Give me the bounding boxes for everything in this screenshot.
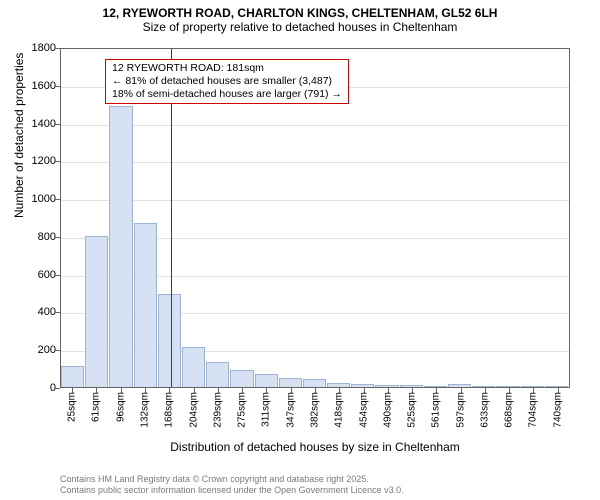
y-tick-label: 1400 [16,118,56,130]
x-tick: 239sqm [206,388,230,428]
histogram-bar [255,374,278,387]
x-tick-label: 525sqm [407,392,418,428]
plot-region: 12 RYEWORTH ROAD: 181sqm ← 81% of detach… [60,48,570,388]
x-tick-label: 418sqm [334,392,345,428]
footer-line-2: Contains public sector information licen… [60,485,404,496]
y-tick-label: 1200 [16,155,56,167]
histogram-bar [158,294,181,387]
x-tick: 454sqm [351,388,375,428]
x-tick-label: 597sqm [455,392,466,428]
histogram-bar [230,370,253,387]
y-tick-label: 0 [16,382,56,394]
title-line-1: 12, RYEWORTH ROAD, CHARLTON KINGS, CHELT… [0,6,600,20]
x-tick: 311sqm [254,388,278,428]
x-tick-label: 561sqm [431,392,442,428]
x-tick: 418sqm [327,388,351,428]
histogram-bar [109,106,132,387]
x-tick-label: 454sqm [358,392,369,428]
x-tick-label: 25sqm [67,392,78,422]
y-tick-label: 800 [16,231,56,243]
x-tick-label: 347sqm [285,392,296,428]
x-tick: 168sqm [157,388,181,428]
histogram-bar [279,378,302,387]
y-tick-mark [55,237,60,238]
histogram-bar [400,385,423,387]
y-tick-mark [55,86,60,87]
x-tick-label: 740sqm [552,392,563,428]
x-tick: 704sqm [521,388,545,428]
y-tick-mark [55,124,60,125]
histogram-bar [424,386,447,387]
x-tick-label: 382sqm [309,392,320,428]
x-axis-label: Distribution of detached houses by size … [60,440,570,454]
x-ticks: 25sqm 61sqm 96sqm 132sqm 168sqm 204sqm 239sqm 2… [60,388,570,428]
y-tick-mark [55,161,60,162]
histogram-bar [351,384,374,387]
x-tick-label: 239sqm [212,392,223,428]
x-tick-label: 61sqm [91,392,102,422]
x-tick: 275sqm [230,388,254,428]
chart-title-block: 12, RYEWORTH ROAD, CHARLTON KINGS, CHELT… [0,0,600,35]
annotation-line-3: 18% of semi-detached houses are larger (… [112,88,342,101]
histogram-bar [303,379,326,387]
x-tick: 96sqm [109,388,133,428]
annotation-line-2: ← 81% of detached houses are smaller (3,… [112,75,342,88]
x-tick-label: 668sqm [504,392,515,428]
y-tick-mark [55,275,60,276]
footer-attribution: Contains HM Land Registry data © Crown c… [60,474,404,496]
x-tick-label: 132sqm [139,392,150,428]
x-tick: 382sqm [303,388,327,428]
x-tick-label: 168sqm [164,392,175,428]
histogram-bar [545,386,568,387]
x-tick: 633sqm [473,388,497,428]
footer-line-1: Contains HM Land Registry data © Crown c… [60,474,404,485]
x-tick: 740sqm [546,388,570,428]
x-tick: 25sqm [60,388,84,428]
y-tick-label: 1800 [16,42,56,54]
x-tick: 561sqm [424,388,448,428]
y-tick-label: 600 [16,269,56,281]
y-tick-mark [55,48,60,49]
title-line-2: Size of property relative to detached ho… [0,20,600,34]
x-tick: 61sqm [84,388,108,428]
x-tick-label: 96sqm [115,392,126,422]
x-tick: 668sqm [497,388,521,428]
x-tick: 525sqm [400,388,424,428]
x-tick-label: 633sqm [479,392,490,428]
x-tick: 347sqm [279,388,303,428]
x-tick: 597sqm [449,388,473,428]
annotation-box: 12 RYEWORTH ROAD: 181sqm ← 81% of detach… [105,59,349,104]
x-tick-label: 704sqm [528,392,539,428]
histogram-bar [472,386,495,387]
x-tick-label: 490sqm [382,392,393,428]
x-tick: 204sqm [181,388,205,428]
histogram-bar [327,383,350,387]
histogram-bar [448,384,471,387]
y-tick-mark [55,350,60,351]
histogram-bar [496,386,519,387]
x-tick: 490sqm [376,388,400,428]
chart-area: 12 RYEWORTH ROAD: 181sqm ← 81% of detach… [60,48,570,428]
histogram-bar [134,223,157,387]
y-tick-mark [55,199,60,200]
y-tick-label: 1600 [16,80,56,92]
x-tick-label: 311sqm [261,392,272,427]
x-tick: 132sqm [133,388,157,428]
histogram-bar [521,386,544,387]
histogram-bar [85,236,108,387]
y-tick-label: 200 [16,344,56,356]
y-tick-mark [55,312,60,313]
histogram-bar [375,385,398,387]
histogram-bar [61,366,84,387]
annotation-line-1: 12 RYEWORTH ROAD: 181sqm [112,62,342,75]
histogram-bar [182,347,205,387]
histogram-bar [206,362,229,387]
y-tick-label: 400 [16,306,56,318]
x-tick-label: 204sqm [188,392,199,428]
x-tick-label: 275sqm [237,392,248,428]
y-tick-label: 1000 [16,193,56,205]
